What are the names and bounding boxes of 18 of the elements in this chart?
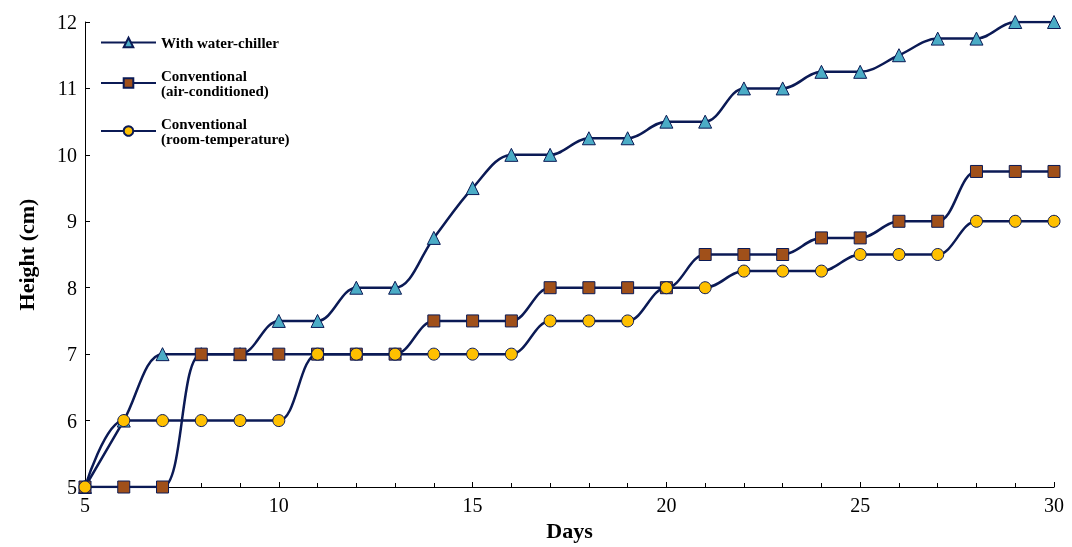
x-axis-title: Days bbox=[546, 518, 594, 544]
x-tick-label: 15 bbox=[462, 494, 483, 516]
y-tick-label: 5 bbox=[67, 476, 77, 498]
y-tick-label: 9 bbox=[67, 210, 77, 233]
y-axis-title: Height (cm) bbox=[13, 198, 39, 311]
y-tick-label: 8 bbox=[67, 276, 77, 299]
x-tick-label: 25 bbox=[850, 494, 871, 516]
legend-label: Conventional (room-temperature) bbox=[161, 115, 290, 148]
x-tick-label: 20 bbox=[656, 494, 677, 516]
y-tick-label: 10 bbox=[57, 143, 77, 166]
y-tick-label: 12 bbox=[57, 11, 77, 33]
y-tick-label: 7 bbox=[67, 343, 77, 366]
legend-label: Conventional (air-conditioned) bbox=[161, 67, 269, 100]
y-tick-label: 6 bbox=[67, 409, 77, 432]
x-tick-label: 10 bbox=[268, 494, 289, 516]
x-tick-label: 30 bbox=[1044, 494, 1064, 516]
legend-label: With water-chiller bbox=[161, 34, 280, 51]
y-tick-label: 11 bbox=[57, 77, 77, 100]
